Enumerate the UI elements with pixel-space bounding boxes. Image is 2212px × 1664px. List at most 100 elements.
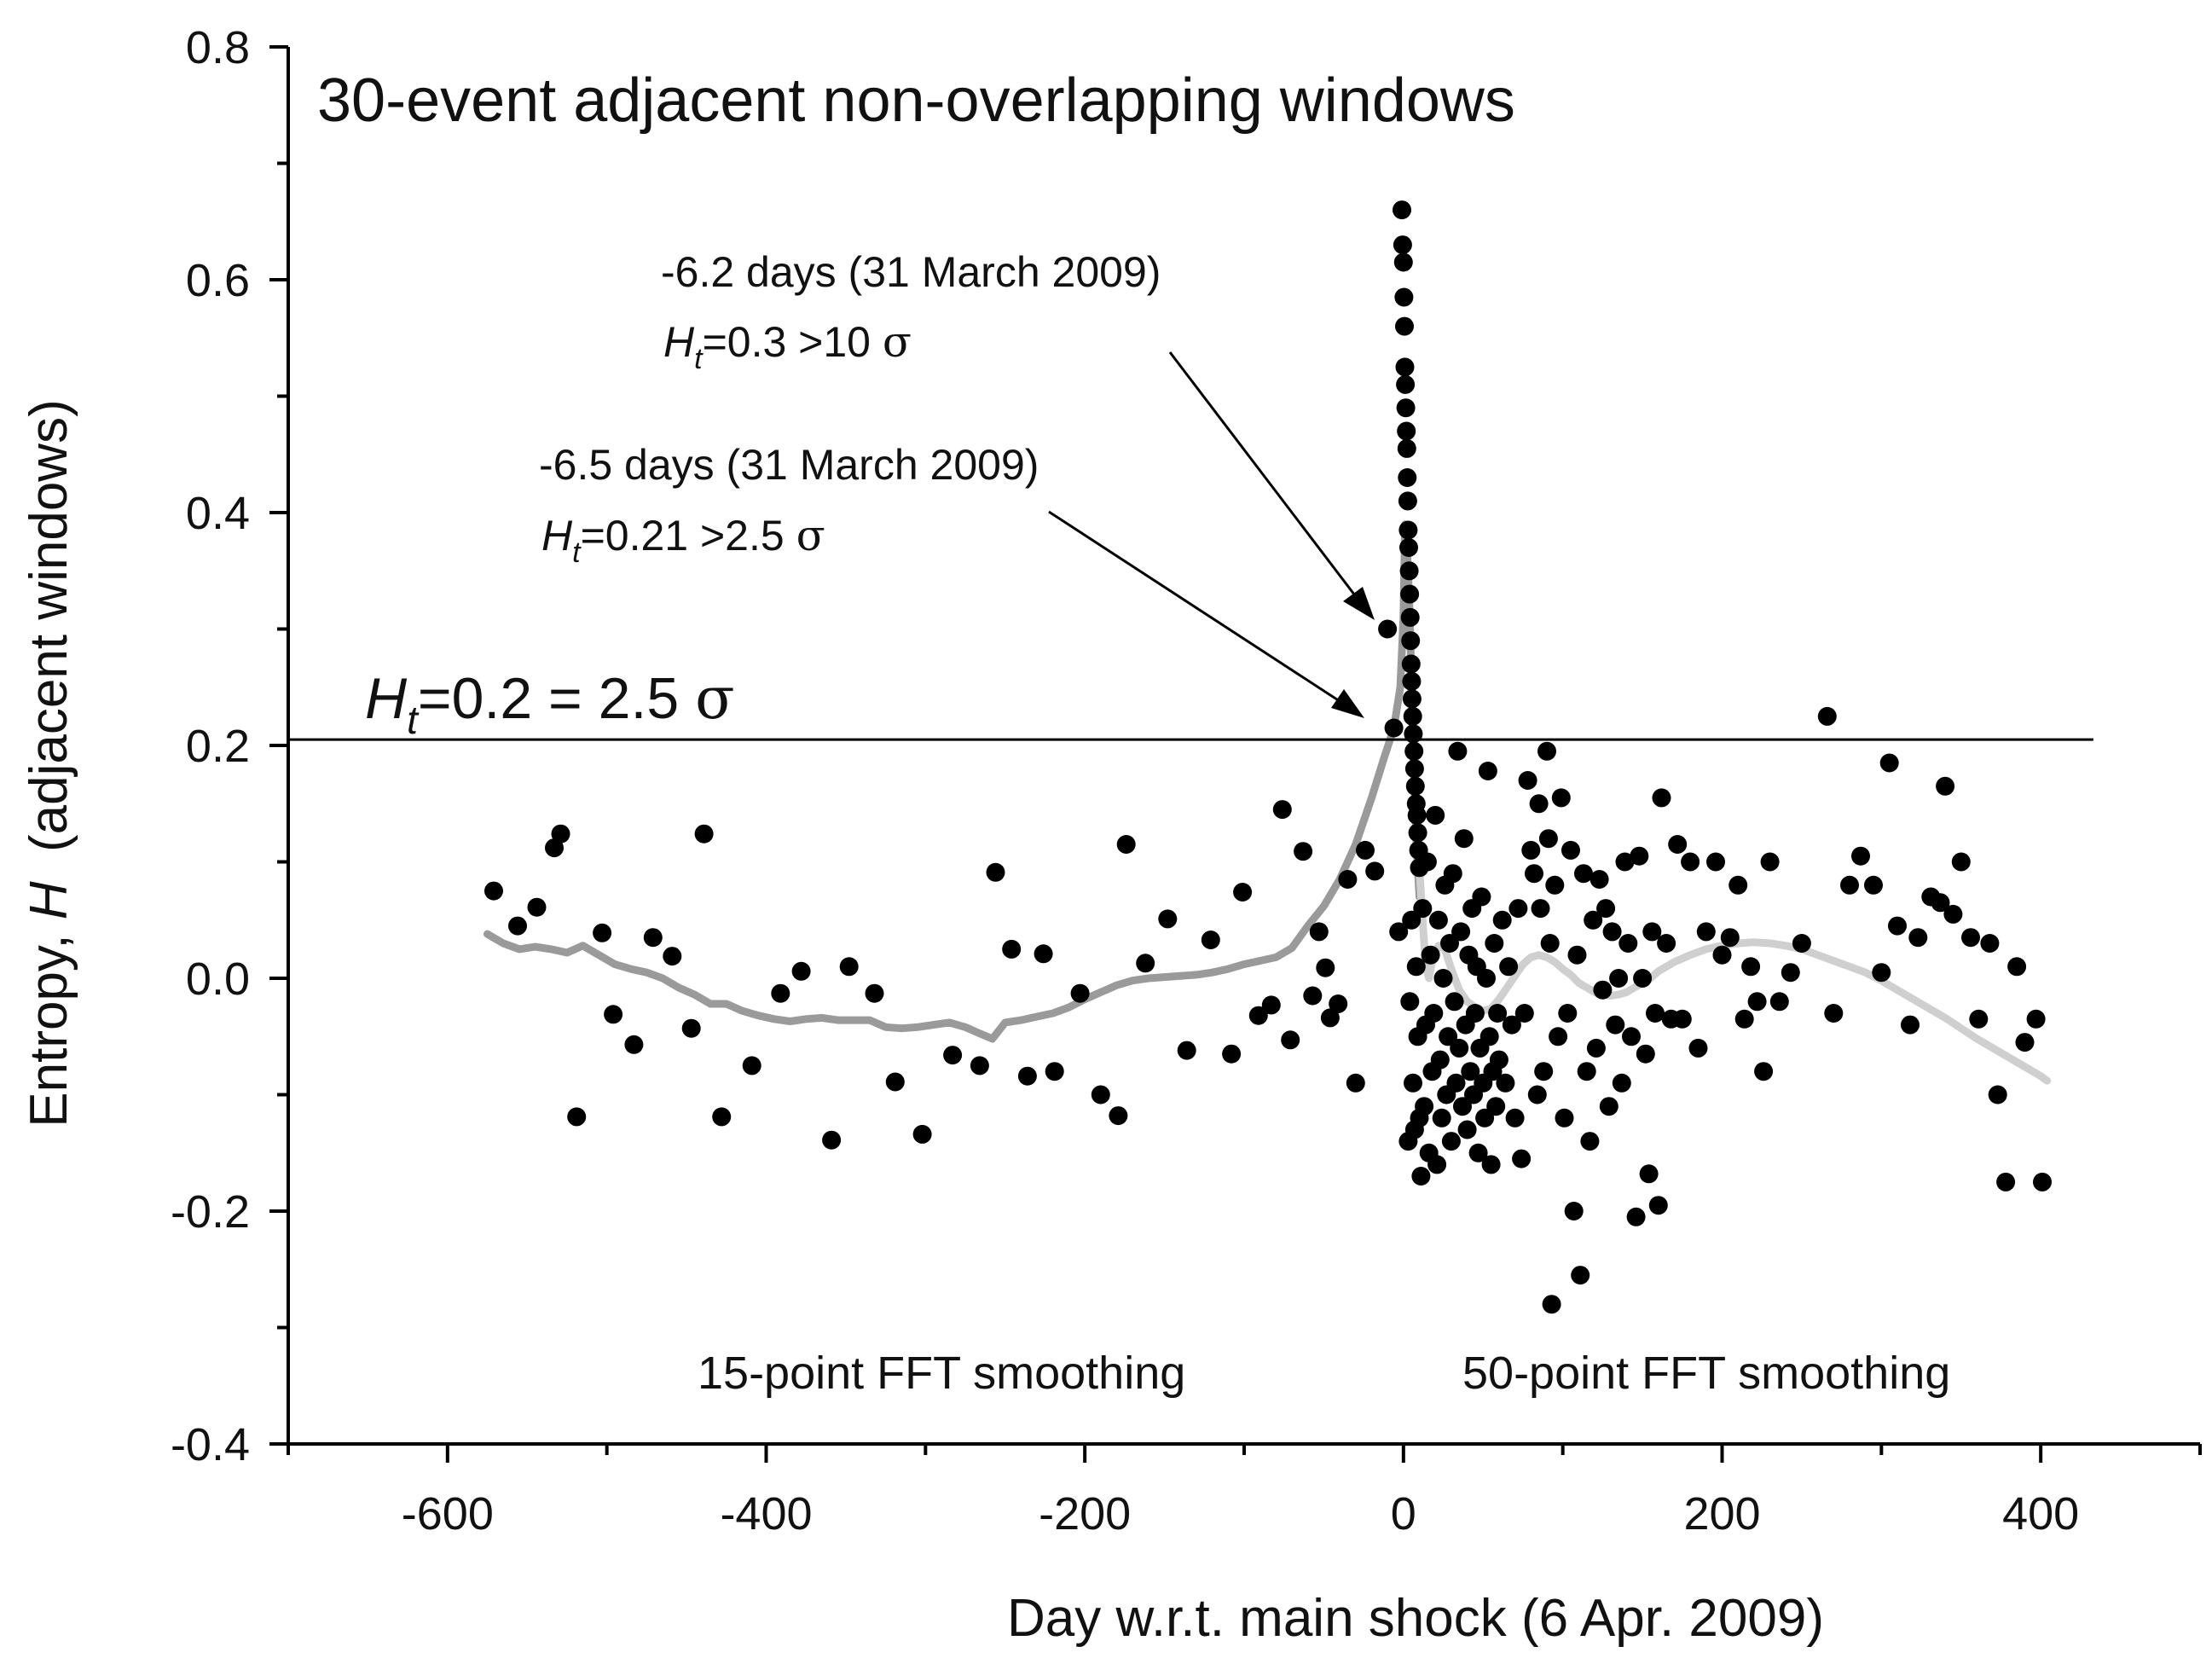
data-point (1931, 893, 1950, 913)
data-point (1574, 864, 1593, 884)
data-point (1609, 969, 1629, 988)
data-point (1415, 1097, 1434, 1116)
data-point (1448, 741, 1468, 761)
data-point (839, 957, 859, 977)
y-tick-label: 0.2 (186, 721, 250, 772)
annotation-2-line2: Ht=0.21 >2.5 σ (541, 511, 825, 569)
data-point (1626, 1207, 1646, 1226)
y-axis-title-prefix: Entropy, (20, 919, 78, 1128)
data-point (1668, 835, 1688, 854)
threshold-label-var: H (365, 666, 408, 731)
data-point (1400, 992, 1420, 1012)
data-point (1672, 1009, 1692, 1029)
data-point (1615, 852, 1635, 872)
data-point (1652, 788, 1671, 808)
data-point (681, 1018, 701, 1038)
data-point (1792, 934, 1811, 953)
data-point (1590, 870, 1609, 889)
data-point (1427, 1155, 1447, 1174)
data-point (1485, 934, 1504, 953)
data-point (1365, 861, 1385, 881)
annotation-2-var: H (541, 512, 573, 559)
data-point (1316, 958, 1335, 977)
data-point (1720, 928, 1740, 948)
data-point (1577, 1062, 1596, 1081)
data-point (1091, 1085, 1110, 1105)
data-point (1396, 374, 1416, 394)
data-point (1518, 771, 1537, 790)
data-point (1398, 491, 1417, 511)
data-point (1017, 1066, 1037, 1086)
threshold-label-sigma: σ (695, 665, 734, 733)
note-15-point: 15-point FFT smoothing (698, 1348, 1185, 1399)
annotation-2-arrowhead (1331, 689, 1364, 718)
data-point (1851, 846, 1870, 866)
data-point (1545, 875, 1565, 895)
threshold-label: Ht=0.2 = 2.5 σ (365, 665, 734, 742)
data-point (1529, 794, 1549, 814)
data-point (1158, 909, 1178, 929)
data-point (1395, 357, 1415, 377)
annotation-1-line1: -6.2 days (31 March 2009) (661, 248, 1161, 296)
data-point (1696, 922, 1716, 942)
data-point (1401, 654, 1421, 674)
data-point (2026, 1009, 2046, 1029)
data-point (1397, 438, 1416, 458)
data-point (1499, 957, 1519, 977)
data-point (1468, 1143, 1488, 1162)
annotation-2-arrow (1048, 510, 1348, 708)
data-point (1402, 689, 1422, 709)
data-point (1612, 1073, 1631, 1093)
data-point (1272, 800, 1292, 820)
data-point (508, 916, 527, 936)
data-point (1537, 741, 1556, 761)
data-point (1404, 1073, 1422, 1093)
data-point (822, 1130, 842, 1150)
data-point (742, 1056, 761, 1076)
data-point (1527, 1085, 1547, 1105)
data-point (1400, 607, 1420, 627)
data-point (1398, 520, 1418, 540)
data-point (1606, 1015, 1625, 1035)
data-point (1633, 969, 1653, 988)
data-point (1901, 1015, 1920, 1035)
data-point (1453, 1097, 1472, 1116)
annotation-1-text: =0.3 >10 (703, 318, 883, 366)
data-point (1636, 1044, 1655, 1064)
data-point (1417, 852, 1437, 872)
data-point (1402, 671, 1422, 691)
data-point (1549, 1027, 1568, 1047)
data-point (1413, 899, 1433, 919)
x-axis-title: Day w.r.t. main shock (6 Apr. 2009) (1007, 1589, 1824, 1648)
data-point (1681, 852, 1700, 872)
x-tick-label: 0 (1391, 1488, 1416, 1539)
data-point (1747, 992, 1767, 1012)
data-point (1457, 1120, 1477, 1139)
data-point (1281, 1030, 1300, 1050)
data-point (1441, 1132, 1461, 1151)
data-point (1428, 910, 1448, 930)
data-point (1630, 846, 1649, 866)
data-point (1531, 899, 1550, 919)
data-point (1622, 1027, 1641, 1047)
data-point (1512, 1149, 1532, 1168)
smoothing-line-15-point (484, 520, 1423, 1043)
data-point (1472, 887, 1491, 907)
data-point (1888, 916, 1907, 936)
data-point (1404, 759, 1424, 779)
data-point (1646, 1004, 1665, 1023)
annotation-1-line2: Ht=0.3 >10 σ (663, 317, 912, 375)
data-point (1542, 1295, 1561, 1314)
data-point (1406, 957, 1426, 977)
data-point (1486, 1097, 1506, 1116)
data-point (986, 862, 1005, 882)
data-point (1525, 864, 1543, 884)
data-point (1338, 870, 1358, 889)
data-point (1002, 939, 1022, 959)
data-point (1657, 934, 1676, 953)
x-tick-label: 200 (1683, 1488, 1760, 1539)
annotation-1-arrowhead (1343, 587, 1375, 620)
data-point (1580, 1132, 1600, 1151)
data-point (593, 923, 612, 942)
data-point (1872, 963, 1891, 983)
